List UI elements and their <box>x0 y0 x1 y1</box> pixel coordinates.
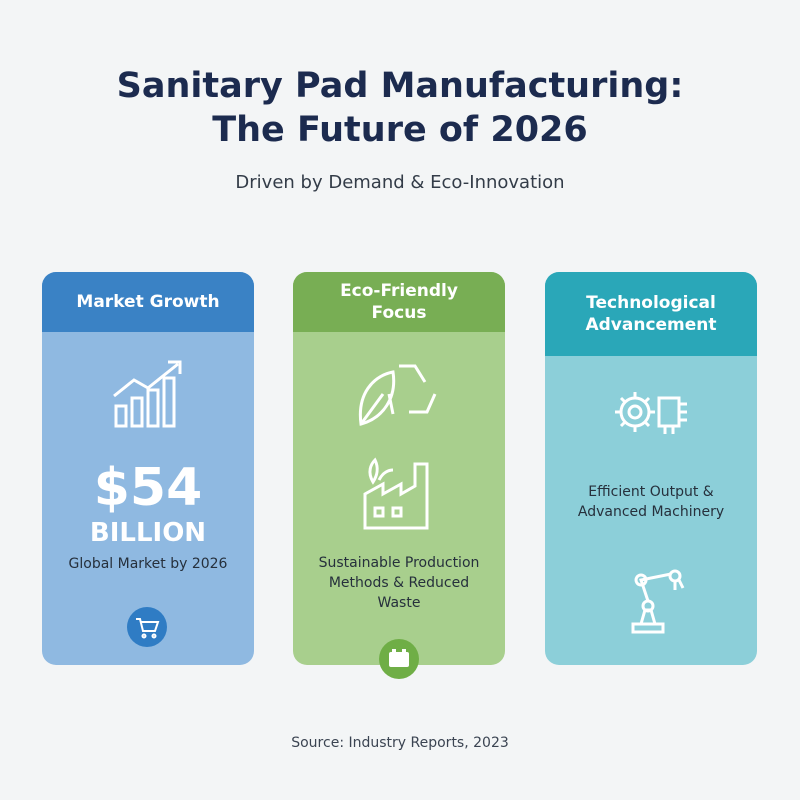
growth-icon <box>113 360 182 428</box>
robot-arm-icon <box>631 569 685 634</box>
card-title: Eco-Friendly Focus <box>293 272 505 332</box>
figure-unit: BILLION <box>89 518 207 548</box>
card: Eco-Friendly Focus Sustainable Productio… <box>293 272 505 665</box>
title-line: Sanitary Pad Manufacturing: <box>116 66 684 106</box>
title-line: The Future of 2026 <box>212 110 588 150</box>
source-note: Source: Industry Reports, 2023 <box>291 735 509 751</box>
eco-icon <box>358 364 437 426</box>
card-title: Technological Advancement <box>545 272 757 356</box>
subtitle: Driven by Demand & Eco-Innovation <box>235 172 565 193</box>
caption: Sustainable Production Methods & Reduced… <box>318 555 480 611</box>
caption: Global Market by 2026 <box>68 556 228 572</box>
card: Market Growth $54 BILLION Global Market … <box>42 272 254 665</box>
gear-chip-icon <box>615 392 687 434</box>
battery-icon <box>379 639 419 679</box>
factory-icon <box>363 457 429 530</box>
cart-icon <box>127 607 167 647</box>
card: Technological Advancement Efficient Outp… <box>545 272 757 665</box>
card-title: Market Growth <box>42 272 254 332</box>
figure: $54 <box>93 458 203 518</box>
caption: Efficient Output & Advanced Machinery <box>577 484 725 520</box>
